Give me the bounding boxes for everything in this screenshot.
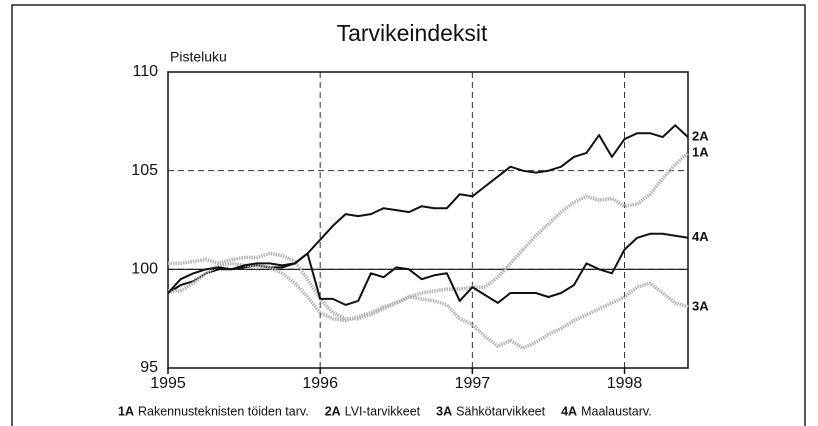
y-axis-label: Pisteluku [170, 49, 227, 65]
chart-title: Tarvikeindeksit [337, 20, 488, 46]
end-label: 1A [692, 144, 709, 159]
y-tick-label: 95 [140, 359, 158, 376]
series-line [167, 124, 689, 294]
series-line [167, 232, 689, 306]
legend-item: 2A LVI-tarvikkeet [325, 404, 421, 418]
legend-label: Rakennusteknisten töiden tarv. [138, 404, 309, 418]
y-tick-label: 110 [132, 63, 158, 80]
end-label: 4A [692, 229, 709, 244]
legend-code: 4A [561, 404, 577, 418]
x-tick-label: 1998 [607, 375, 643, 392]
y-tick-label: 100 [131, 261, 158, 278]
legend-label: Maalaustarv. [581, 404, 652, 418]
legend-code: 2A [325, 404, 341, 418]
legend-item: 3A Sähkötarvikkeet [436, 404, 545, 418]
end-label: 3A [692, 298, 709, 313]
series-line [168, 151, 690, 321]
x-tick-label: 1997 [455, 375, 491, 392]
series-line [168, 261, 689, 351]
legend-code: 1A [118, 404, 134, 418]
legend-label: Sähkötarvikkeet [456, 404, 545, 418]
x-tick-label: 1995 [150, 375, 186, 392]
legend-label: LVI-tarvikkeet [345, 404, 421, 418]
y-tick-label: 105 [131, 162, 158, 179]
legend-item: 1A Rakennusteknisten töiden tarv. [118, 404, 309, 418]
plot-frame [167, 71, 689, 369]
x-tick-label: 1996 [302, 375, 338, 392]
legend-item: 4A Maalaustarv. [561, 404, 652, 418]
end-label: 2A [692, 129, 709, 144]
legend-code: 3A [436, 404, 452, 418]
frame [11, 4, 806, 426]
